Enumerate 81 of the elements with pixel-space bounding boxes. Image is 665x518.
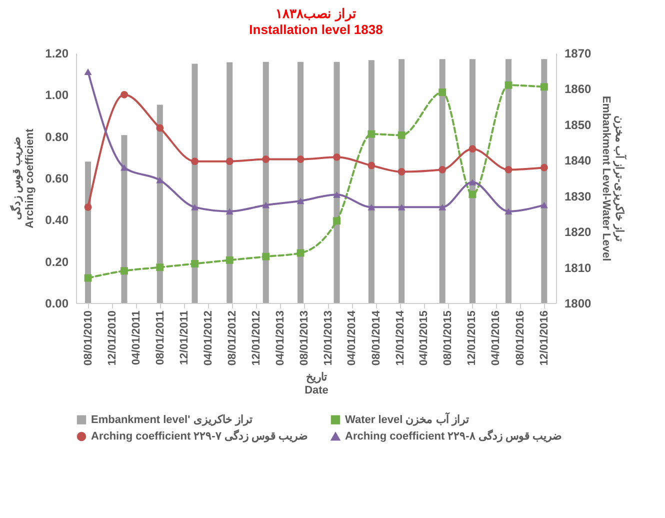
point <box>504 81 512 89</box>
y2-tick-label: 1830 <box>564 189 592 204</box>
point <box>226 158 234 166</box>
x-tick-label: 04/01/2016 <box>490 310 502 366</box>
point <box>368 204 376 210</box>
point <box>262 252 270 260</box>
point <box>191 204 198 210</box>
x-tick-label: 12/01/2012 <box>250 310 263 366</box>
y2-tick-label: 1870 <box>564 46 592 60</box>
legend-label: Arching coefficient ۲۲۹-۷ ضریب قوس زدگی <box>91 428 308 442</box>
point <box>438 204 446 210</box>
y-tick-label: 0.00 <box>45 296 69 310</box>
y-tick-label: 0.20 <box>45 254 69 269</box>
x-tick-label: 12/01/2016 <box>538 310 550 366</box>
point <box>368 130 376 138</box>
point <box>333 217 340 225</box>
point <box>540 202 548 208</box>
point <box>398 204 406 210</box>
point <box>191 158 198 166</box>
point <box>156 176 164 184</box>
point <box>226 256 234 264</box>
point <box>468 178 476 186</box>
point <box>540 164 548 172</box>
legend-label: Water level تراز آب مخزن <box>345 412 469 426</box>
x-tick-label: 04/01/2013 <box>274 310 286 366</box>
point <box>296 198 304 204</box>
y-tick-label: 1.00 <box>45 88 69 102</box>
point <box>120 267 128 275</box>
x-tick-label: 08/01/2015 <box>442 310 454 366</box>
point <box>504 208 512 215</box>
point <box>262 156 270 163</box>
x-tick-label: 12/01/2013 <box>322 310 334 366</box>
x-tick-label: 12/01/2014 <box>394 310 406 366</box>
x-tick-label: 12/01/2015 <box>466 310 478 366</box>
point <box>398 131 406 139</box>
point <box>504 166 512 174</box>
point <box>156 264 164 271</box>
legend-label: Embankment level' تراز خاکریزی <box>91 414 252 426</box>
y2-tick-label: 1840 <box>564 154 592 168</box>
point <box>398 168 406 176</box>
point <box>333 191 340 198</box>
point <box>120 90 128 98</box>
point <box>368 162 376 170</box>
point <box>296 156 304 163</box>
x-tick-label: 04/01/2015 <box>418 310 430 366</box>
point <box>438 88 446 96</box>
y2-tick-label: 1850 <box>564 118 592 132</box>
x-tick-label: 12/01/2011 <box>178 310 190 365</box>
point <box>262 202 270 208</box>
x-tick-label: 04/01/2014 <box>346 310 358 366</box>
chart-title: تراز نصب۱۸۳۸ <box>276 6 356 22</box>
point <box>156 124 164 132</box>
x-tick-label: 08/01/2012 <box>226 310 238 366</box>
y-tick-label: 0.80 <box>45 130 69 144</box>
x-tick-label: 04/01/2012 <box>202 310 214 366</box>
y2-tick-label: 1860 <box>564 82 592 96</box>
point <box>540 83 548 91</box>
legend-label: Arching coefficient ۲۲۹-۸ ضریب قوس زدگی <box>345 428 562 442</box>
point <box>333 153 340 161</box>
x-tick-label: 08/01/2010 <box>82 310 95 366</box>
point <box>191 260 198 268</box>
y-tick-label: 0.60 <box>45 172 69 186</box>
x-tick-label: 08/01/2013 <box>298 310 310 366</box>
point <box>226 208 234 215</box>
y-tick-label: 0.40 <box>45 213 69 228</box>
y2-tick-label: 1800 <box>564 296 592 310</box>
point <box>120 164 128 171</box>
y-tick-label: 1.20 <box>45 46 69 60</box>
chart-subtitle: Installation level 1838 <box>249 22 383 37</box>
x-tick-label: 04/01/2011 <box>130 310 142 365</box>
point <box>84 68 92 75</box>
point <box>468 145 476 153</box>
point <box>84 203 92 211</box>
point <box>438 166 446 174</box>
x-tick-label: 08/01/2011 <box>154 310 166 365</box>
y2-tick-label: 1810 <box>564 260 592 275</box>
x-tick-label: 12/01/2010 <box>106 310 119 366</box>
point <box>468 190 476 198</box>
y2-tick-label: 1820 <box>564 225 592 240</box>
x-tick-label: 08/01/2016 <box>514 310 526 366</box>
x-tick-label: 08/01/2014 <box>370 310 382 366</box>
